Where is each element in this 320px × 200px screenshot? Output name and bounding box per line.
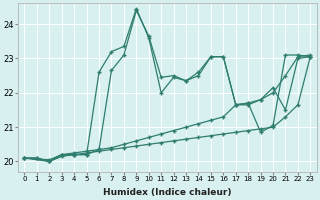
- X-axis label: Humidex (Indice chaleur): Humidex (Indice chaleur): [103, 188, 232, 197]
